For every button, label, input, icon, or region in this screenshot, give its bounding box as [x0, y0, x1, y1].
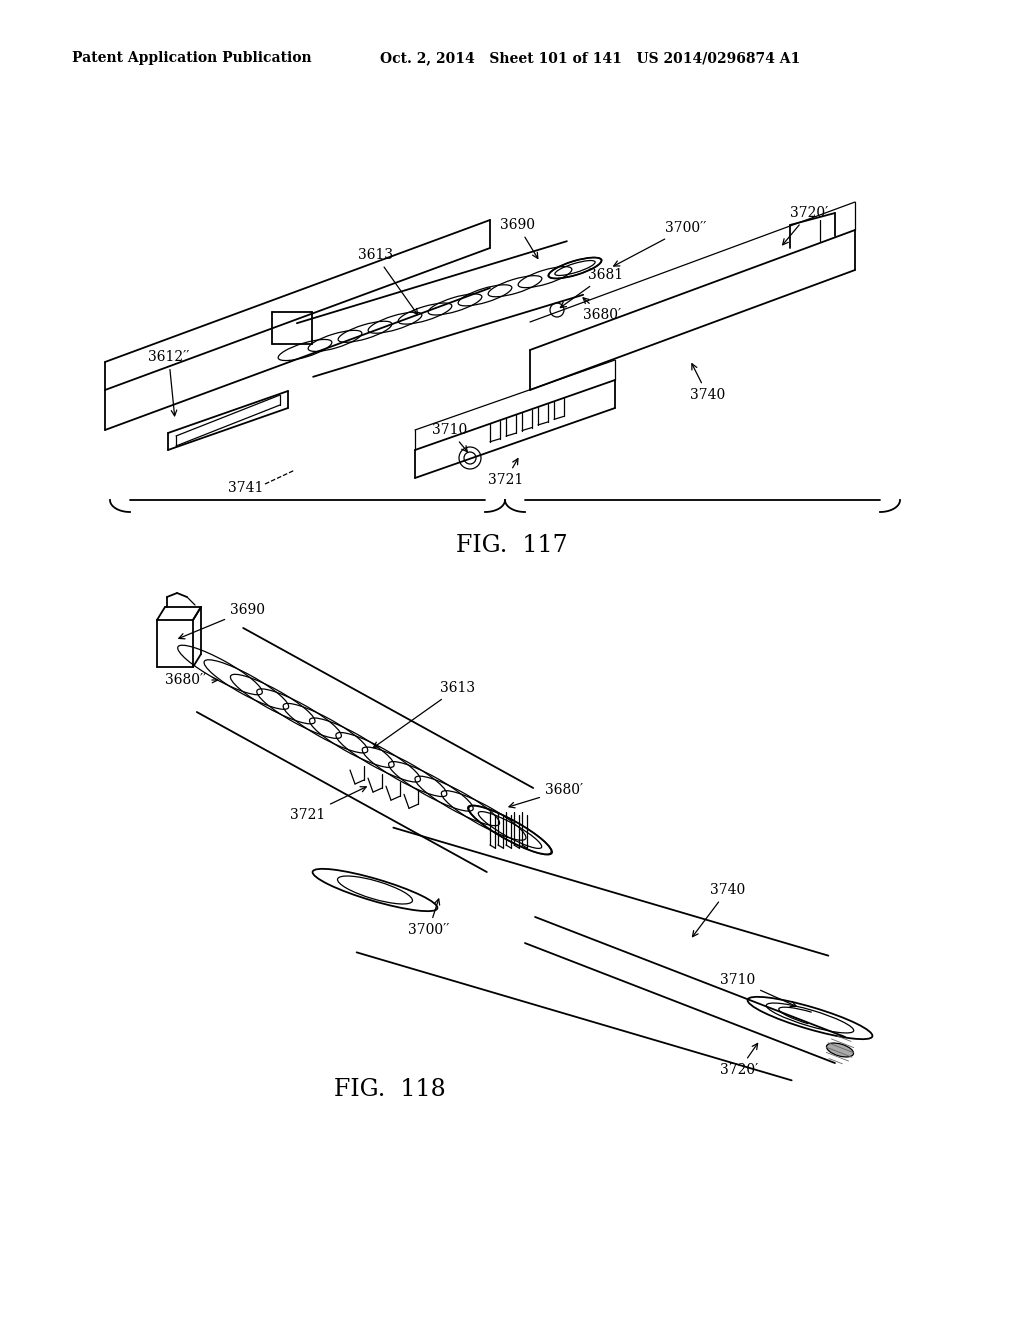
Text: 3720′: 3720′ — [720, 1043, 758, 1077]
Text: 3720′: 3720′ — [782, 206, 828, 244]
Text: 3740: 3740 — [690, 364, 725, 403]
Text: FIG.  117: FIG. 117 — [456, 533, 568, 557]
Text: Oct. 2, 2014   Sheet 101 of 141   US 2014/0296874 A1: Oct. 2, 2014 Sheet 101 of 141 US 2014/02… — [380, 51, 800, 65]
Text: 3613: 3613 — [358, 248, 418, 314]
Text: 3710: 3710 — [720, 973, 797, 1007]
Text: 3680′′: 3680′′ — [165, 673, 218, 686]
Ellipse shape — [826, 1043, 854, 1057]
Text: 3690: 3690 — [179, 603, 265, 639]
Text: 3612′′: 3612′′ — [148, 350, 189, 416]
Text: 3613: 3613 — [374, 681, 475, 747]
Text: 3721: 3721 — [488, 458, 523, 487]
Text: 3721: 3721 — [290, 787, 367, 822]
Text: Patent Application Publication: Patent Application Publication — [72, 51, 311, 65]
Text: 3680′: 3680′ — [583, 298, 622, 322]
Text: 3741: 3741 — [228, 480, 263, 495]
Text: 3710: 3710 — [432, 422, 467, 451]
Text: 3681: 3681 — [560, 268, 624, 308]
Text: 3740: 3740 — [692, 883, 745, 937]
Text: 3700′′: 3700′′ — [613, 220, 707, 267]
Text: 3680′: 3680′ — [509, 783, 583, 808]
Text: 3700′′: 3700′′ — [408, 899, 450, 937]
Text: FIG.  118: FIG. 118 — [334, 1078, 445, 1101]
Text: 3690: 3690 — [500, 218, 538, 259]
